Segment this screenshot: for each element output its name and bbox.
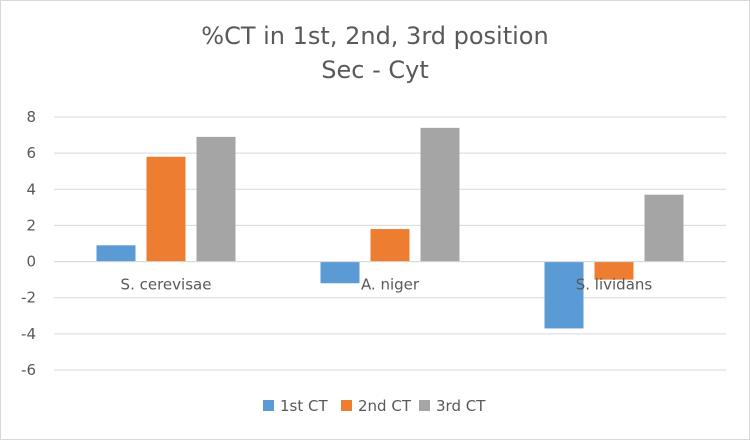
bar-2nd-ct — [370, 229, 410, 262]
legend: 1st CT 2nd CT 3rd CT — [263, 397, 486, 415]
bars — [96, 127, 684, 329]
legend-label: 2nd CT — [358, 397, 412, 415]
category-label: S. cerevisae — [121, 276, 212, 294]
bar-1st-ct — [544, 261, 584, 329]
bar-2nd-ct — [594, 261, 634, 280]
legend-label: 1st CT — [280, 397, 328, 415]
category-label: A. niger — [361, 276, 420, 294]
y-axis-ticks: 8 6 4 2 0 -2 -4 -6 — [21, 108, 36, 379]
x-axis-categories: S. cerevisae A. niger S. lividans — [121, 276, 653, 294]
legend-label: 3rd CT — [436, 397, 486, 415]
y-tick-label: 4 — [26, 180, 36, 198]
y-tick-label: -4 — [21, 325, 36, 343]
category-label: S. lividans — [576, 276, 653, 294]
chart-title: %CT in 1st, 2nd, 3rd position — [201, 22, 548, 50]
bar-3rd-ct — [420, 127, 460, 262]
y-tick-label: 2 — [26, 216, 36, 234]
bar-1st-ct — [320, 261, 360, 284]
y-tick-label: 6 — [26, 144, 36, 162]
y-tick-label: -2 — [21, 289, 36, 307]
y-tick-label: 0 — [26, 253, 36, 271]
legend-swatch — [263, 400, 274, 411]
bar-1st-ct — [96, 245, 136, 262]
bar-3rd-ct — [644, 194, 684, 262]
legend-swatch — [419, 400, 430, 411]
y-tick-label: -6 — [21, 361, 36, 379]
bar-3rd-ct — [196, 136, 236, 262]
y-tick-label: 8 — [26, 108, 36, 126]
bar-2nd-ct — [146, 156, 186, 262]
legend-swatch — [341, 400, 352, 411]
chart-subtitle: Sec - Cyt — [321, 56, 428, 84]
